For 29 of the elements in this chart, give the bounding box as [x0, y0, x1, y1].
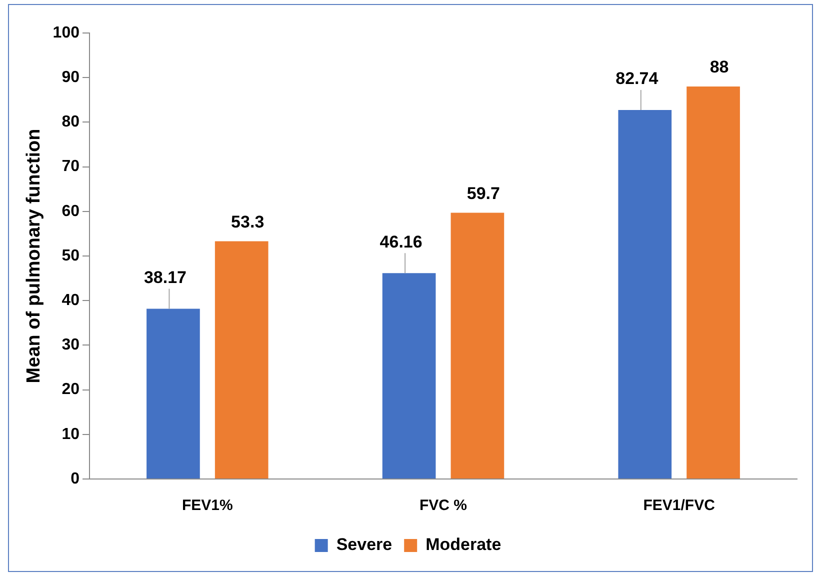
legend-label: Moderate [426, 535, 502, 554]
data-label: 88 [710, 58, 729, 77]
x-tick-label: FEV1/FVC [643, 497, 716, 514]
bar [450, 212, 504, 478]
y-tick-label: 100 [52, 24, 80, 42]
legend-label: Severe [336, 535, 392, 554]
y-tick-label: 40 [62, 292, 80, 310]
bar [686, 86, 740, 478]
bar [214, 241, 268, 478]
y-tick-label: 60 [62, 202, 80, 220]
data-label: 59.7 [466, 184, 500, 203]
y-tick-label: 20 [62, 381, 80, 398]
data-label: 46.16 [380, 232, 422, 252]
y-tick-label: 10 [62, 426, 80, 443]
y-tick-label: 30 [62, 336, 80, 354]
bar [382, 273, 436, 478]
data-label: 82.74 [616, 69, 659, 88]
bar [146, 308, 200, 478]
data-label: 38.17 [144, 268, 186, 287]
y-axis-title: Mean of pulmonary function [24, 128, 45, 384]
y-tick-label: 70 [62, 158, 80, 176]
x-tick-label: FVC % [419, 497, 468, 514]
y-tick-label: 80 [62, 114, 80, 131]
y-tick-label: 50 [62, 247, 80, 264]
y-tick-label: 0 [70, 470, 80, 488]
y-tick-label: 90 [62, 69, 80, 86]
x-tick-label: FEV1% [182, 497, 233, 514]
bar [618, 110, 672, 478]
data-label: 53.3 [231, 212, 264, 232]
